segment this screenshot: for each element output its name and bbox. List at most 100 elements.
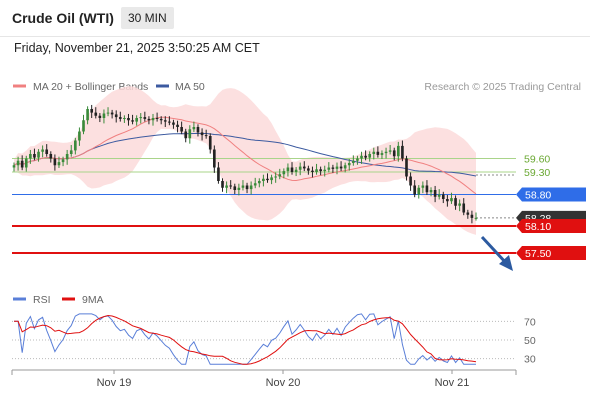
candle-body <box>278 174 282 177</box>
candle <box>294 167 298 177</box>
candle-body <box>192 127 196 130</box>
candle-body <box>123 118 126 119</box>
candle <box>278 168 282 180</box>
instrument-title: Crude Oil (WTI) <box>12 10 114 26</box>
candle-body <box>159 118 163 121</box>
candle <box>319 166 322 176</box>
candle <box>433 185 437 203</box>
chart-datetime: Friday, November 21, 2025 3:50:25 AM CET <box>14 41 260 55</box>
candle-body <box>249 185 253 190</box>
candle <box>53 154 57 171</box>
candle <box>405 155 408 181</box>
candle <box>376 146 380 158</box>
candle <box>413 180 416 198</box>
candle <box>311 166 314 178</box>
candle-body <box>106 112 110 114</box>
candle-body <box>450 198 453 202</box>
candle <box>335 162 339 175</box>
candle-body <box>225 185 228 188</box>
candle <box>302 161 306 172</box>
candle <box>82 114 85 135</box>
rsi-tick-label: 70 <box>524 316 536 328</box>
candle <box>151 113 155 126</box>
candle-body <box>474 217 478 219</box>
candle-body <box>147 118 151 121</box>
timeframe-button[interactable]: 30 MIN <box>121 7 174 29</box>
candle-body <box>302 166 306 169</box>
candle <box>102 109 106 124</box>
candle <box>163 116 167 127</box>
candle <box>417 185 421 199</box>
candle-body <box>433 190 437 197</box>
candle <box>462 198 466 216</box>
candles <box>12 104 478 224</box>
candle <box>315 163 318 175</box>
candle <box>192 121 196 132</box>
pivot-label: 58.80 <box>525 190 551 202</box>
candle <box>392 147 396 161</box>
candle-body <box>168 121 171 123</box>
candle <box>323 165 327 177</box>
candle <box>147 116 151 125</box>
candle <box>135 115 138 126</box>
candle-body <box>196 127 200 133</box>
candle <box>213 145 216 173</box>
candle <box>388 145 392 155</box>
candle <box>176 120 179 133</box>
candle <box>49 151 53 163</box>
candle-body <box>262 178 265 181</box>
candle <box>470 210 474 224</box>
candle-body <box>90 109 93 113</box>
candle-body <box>41 149 44 152</box>
candle <box>372 147 376 160</box>
candle <box>286 163 290 177</box>
candle <box>33 148 36 161</box>
candle-body <box>323 169 327 172</box>
candle-body <box>311 170 314 172</box>
candle-body <box>237 187 241 190</box>
candle-body <box>217 167 220 181</box>
candle <box>118 111 122 122</box>
candle-body <box>290 167 294 172</box>
candle-body <box>360 155 363 159</box>
candle <box>217 162 220 184</box>
candle-body <box>253 183 257 186</box>
candle-body <box>466 212 470 215</box>
candle-body <box>343 165 347 169</box>
candle-body <box>221 181 224 188</box>
candle-body <box>37 151 40 158</box>
candle-body <box>61 159 65 163</box>
candle <box>343 162 347 173</box>
candle <box>184 128 188 143</box>
candle-body <box>405 158 408 177</box>
candle <box>429 187 433 197</box>
candle <box>233 183 237 195</box>
candle-body <box>384 151 388 154</box>
candle-body <box>368 154 372 158</box>
candle-body <box>98 115 102 118</box>
candle-body <box>200 132 204 136</box>
rsi-legend-label: RSI <box>33 294 51 306</box>
candle-body <box>16 160 20 166</box>
candle <box>159 116 163 125</box>
candle-body <box>352 160 355 163</box>
candle-body <box>454 198 457 206</box>
candle-body <box>425 185 429 193</box>
candle <box>110 109 114 119</box>
bollinger-band-area <box>14 86 476 235</box>
candle <box>188 125 192 144</box>
candle <box>229 180 233 190</box>
candle-body <box>78 131 81 141</box>
candle-body <box>163 120 167 122</box>
resistance-label: 59.60 <box>524 154 550 166</box>
candle-body <box>245 185 249 190</box>
candle <box>446 194 449 207</box>
candle-body <box>376 151 380 155</box>
candle <box>339 161 343 172</box>
candle-body <box>118 117 122 119</box>
candle-body <box>409 176 412 186</box>
candle <box>204 129 208 139</box>
candle-body <box>94 112 98 116</box>
candle <box>474 212 478 221</box>
